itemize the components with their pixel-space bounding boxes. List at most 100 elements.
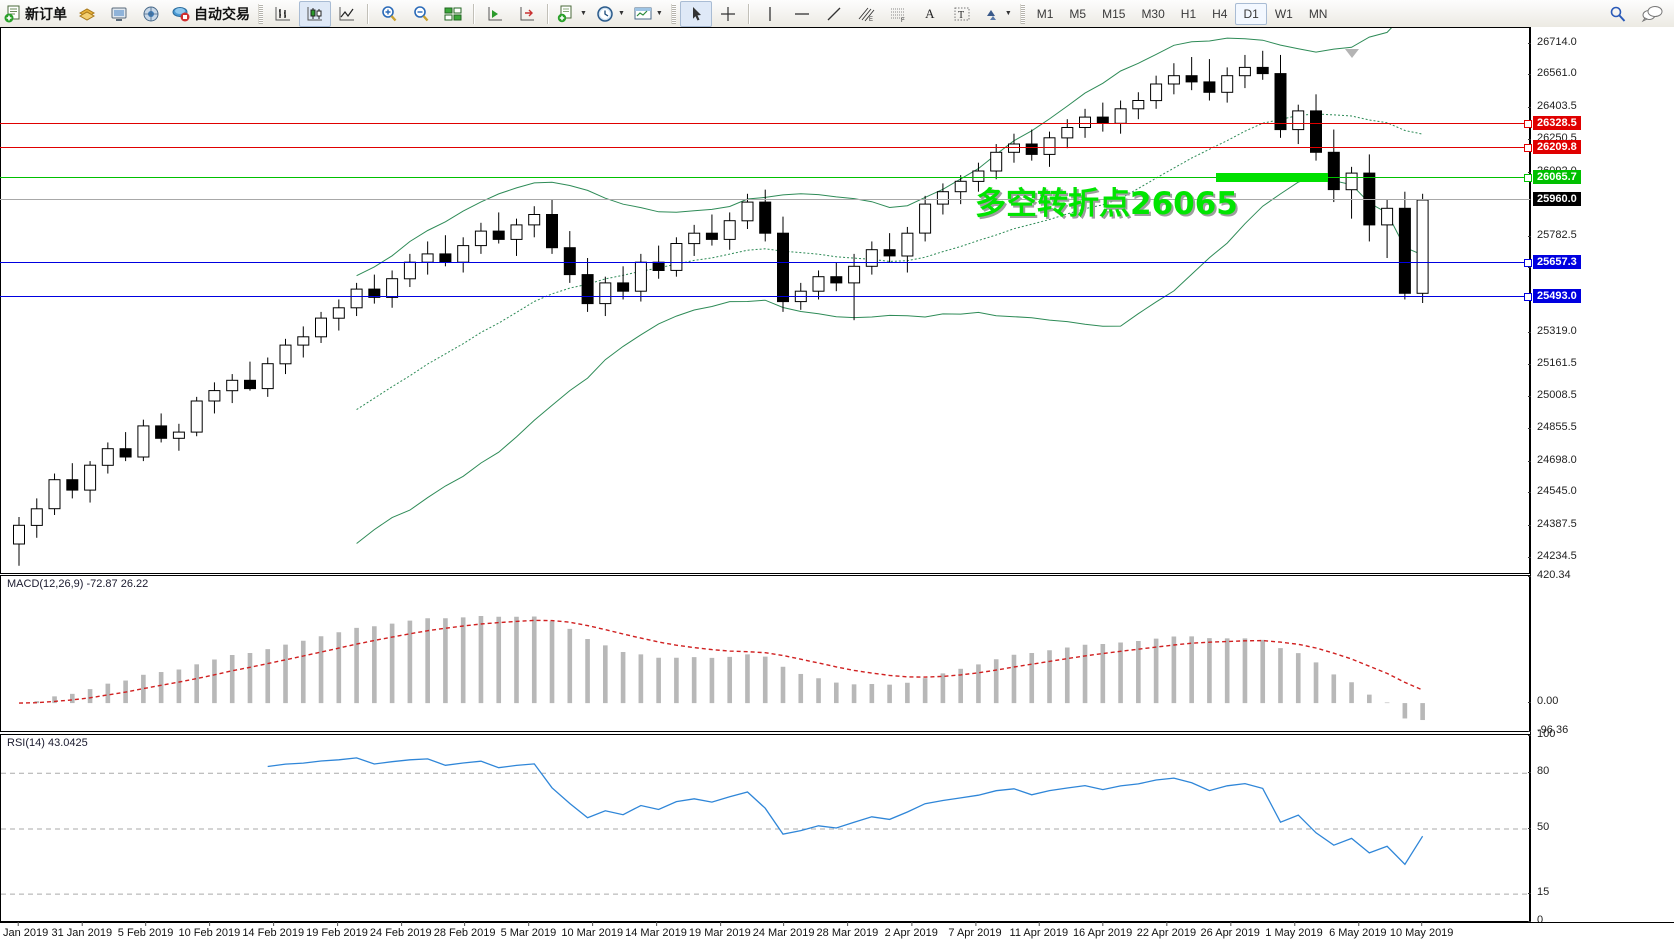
arrows-dropdown-arrow[interactable]: ▼ [1004, 10, 1012, 17]
level-handle-resistance[interactable] [1524, 119, 1532, 128]
date-tick: 27 Jan 2019 [0, 922, 48, 939]
timeframe-m1[interactable]: M1 [1036, 6, 1054, 21]
candle [403, 253, 416, 288]
rsi-tick: 0 [1527, 914, 1544, 926]
rsi-pane[interactable]: RSI(14) 43.0425 [0, 734, 1530, 922]
shift-start-button[interactable] [479, 1, 511, 27]
level-handle-support[interactable] [1524, 258, 1532, 267]
level-badge-last-price[interactable]: 25960.0 [1533, 191, 1581, 206]
data-window-button[interactable] [71, 1, 103, 27]
macd-tick-label: 420.34 [1537, 569, 1571, 581]
level-badge-support[interactable]: 25657.3 [1533, 254, 1581, 269]
autotrading-button[interactable]: 自动交易 [167, 1, 254, 27]
text-label-tool-button[interactable]: T [946, 1, 978, 27]
timeframe-h1[interactable]: H1 [1180, 6, 1197, 21]
candle [1114, 100, 1127, 134]
indicators-button[interactable]: ▼ [629, 1, 667, 27]
toolbar-grip-2[interactable] [670, 3, 676, 24]
candle-body [563, 247, 576, 276]
new-order-button[interactable]: 新订单 [0, 1, 71, 27]
search-icon[interactable] [1608, 5, 1628, 23]
rsi-tick-label: 0 [1537, 914, 1544, 926]
timeframe-h4[interactable]: H4 [1212, 6, 1228, 21]
new-chart-button[interactable]: ▼ [553, 1, 591, 27]
date-tick: 14 Feb 2019 [242, 922, 305, 939]
timeframe-m15[interactable]: M15 [1102, 6, 1126, 21]
zoom-in-button[interactable] [373, 1, 405, 27]
period-dropdown-arrow[interactable]: ▼ [617, 10, 625, 17]
horizontal-line-tool-button[interactable] [786, 1, 818, 27]
bollinger-lower-band [356, 175, 1423, 544]
level-line-resistance[interactable] [0, 147, 1530, 149]
date-tick: 22 Apr 2019 [1136, 922, 1197, 939]
timeframe-mn[interactable]: MN [1308, 6, 1328, 21]
chat-icon[interactable] [1640, 5, 1664, 23]
text-tool-button[interactable]: A [914, 1, 946, 27]
toolbar-grip-3[interactable] [1019, 3, 1025, 24]
candle [1132, 92, 1145, 120]
level-line-support[interactable] [0, 261, 1530, 263]
candle [190, 396, 203, 437]
candle-body [208, 390, 221, 402]
level-handle-support[interactable] [1524, 292, 1532, 301]
trendline-tool-button[interactable] [818, 1, 850, 27]
candle [723, 212, 736, 250]
level-line-support[interactable] [0, 295, 1530, 297]
vertical-line-icon [769, 6, 771, 21]
candle-body [634, 261, 647, 292]
candle-body [883, 249, 896, 257]
line-chart-button[interactable] [331, 1, 363, 27]
timeframe-m5[interactable]: M5 [1069, 6, 1087, 21]
level-line-last-price[interactable] [0, 198, 1530, 200]
vertical-line-tool-button[interactable] [754, 1, 786, 27]
fibonacci-tool-button[interactable]: F [882, 1, 914, 27]
timeframe-w1[interactable]: W1 [1274, 6, 1293, 21]
zoom-out-button[interactable] [405, 1, 437, 27]
rsi-tick-label: 80 [1537, 765, 1550, 778]
level-handle-resistance[interactable] [1524, 144, 1532, 153]
level-badge-pivot[interactable]: 26065.7 [1533, 170, 1581, 185]
autoscroll-button[interactable] [511, 1, 543, 27]
new-chart-dropdown-arrow[interactable]: ▼ [580, 10, 587, 17]
macd-pane[interactable]: MACD(12,26,9) -72.87 26.22 [0, 575, 1530, 732]
level-handle-pivot[interactable] [1524, 174, 1532, 183]
date-tick: 7 Apr 2019 [948, 922, 1002, 939]
crosshair-tool-button[interactable] [712, 1, 744, 27]
candle-body [581, 274, 594, 305]
chart-annotation-text[interactable]: 多空转折点26065 [975, 186, 1238, 223]
date-tick: 2 Apr 2019 [884, 922, 938, 939]
navigator-button[interactable] [135, 1, 167, 27]
equidistant-channel-tool-button[interactable]: E [850, 1, 882, 27]
arrows-tool-button[interactable]: ▼ [978, 1, 1016, 27]
indicators-dropdown-arrow[interactable]: ▼ [655, 10, 663, 17]
price-pane[interactable] [0, 27, 1530, 574]
bar-chart-button[interactable] [267, 1, 299, 27]
candlestick-chart-button[interactable] [299, 0, 331, 27]
candle-body [972, 170, 985, 182]
price-scale[interactable]: 26714.026561.026403.526250.526092.025960… [1527, 27, 1674, 926]
level-badge-support[interactable]: 25493.0 [1533, 288, 1581, 303]
level-badge-resistance[interactable]: 26328.5 [1533, 115, 1581, 130]
level-line-resistance[interactable] [0, 122, 1530, 124]
candle [990, 144, 1003, 180]
cursor-tool-button[interactable] [679, 0, 712, 27]
period-button[interactable]: ▼ [591, 1, 629, 27]
candle [705, 214, 718, 246]
tile-windows-button[interactable] [437, 1, 469, 27]
candle-body [315, 317, 327, 338]
candle-body [1238, 66, 1251, 77]
timeframe-m30[interactable]: M30 [1141, 6, 1165, 21]
candle-body [670, 243, 683, 271]
chart-window[interactable]: DJ30-,Daily 25847.0 26011.0 25463.0 2596… [0, 27, 1674, 946]
level-line-pivot[interactable] [0, 177, 1530, 179]
bar-chart-icon [275, 6, 290, 20]
toolbar-grip-1[interactable] [258, 3, 263, 24]
terminal-button[interactable] [103, 1, 135, 27]
candle [421, 241, 434, 275]
highlight-block[interactable] [1216, 173, 1328, 183]
level-badge-resistance[interactable]: 26209.8 [1533, 140, 1581, 155]
zoom-in-icon [382, 5, 397, 21]
rsi-tick-label: 15 [1537, 886, 1550, 899]
timeframe-d1[interactable]: D1 [1235, 2, 1267, 25]
